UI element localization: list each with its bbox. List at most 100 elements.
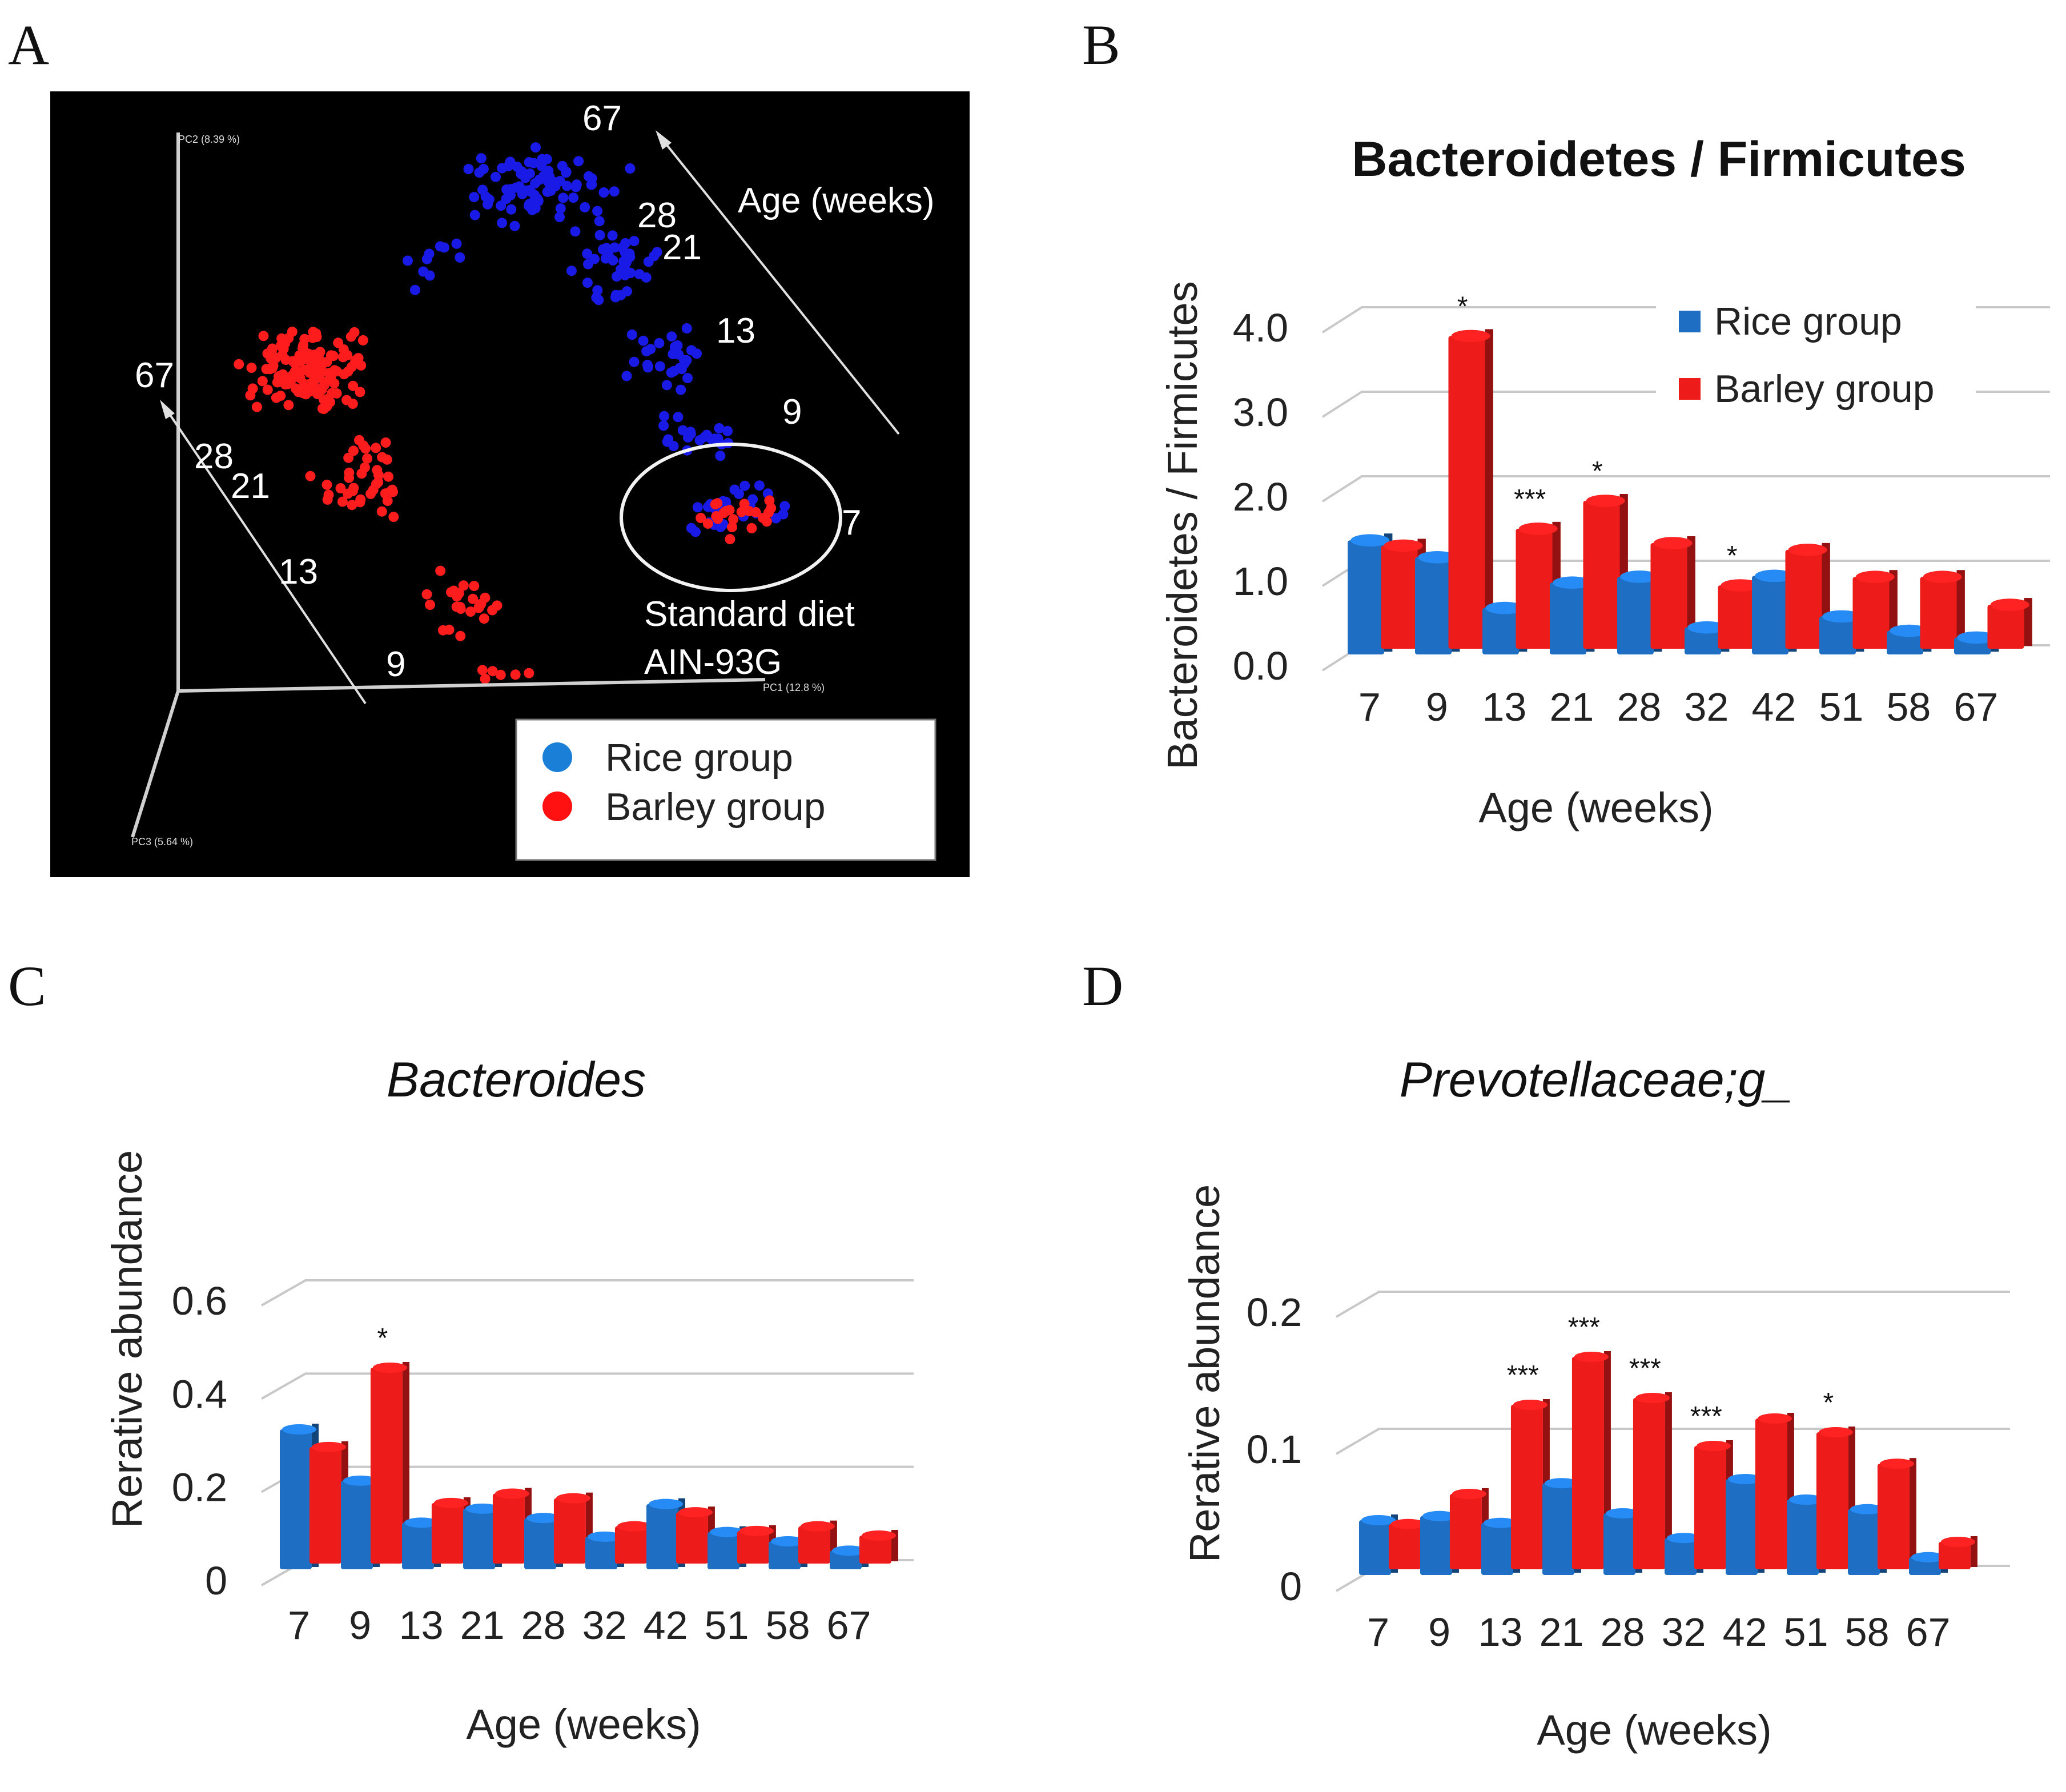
barley-bar-front xyxy=(1938,1542,1971,1569)
x-tick-label: 51 xyxy=(1784,1610,1828,1654)
bar-top xyxy=(1687,621,1727,634)
y-tick-label: 0.2 xyxy=(172,1465,227,1510)
chart-b-x-ticks: 7 9 13 21 28 32 42 51 58 67 xyxy=(1358,685,1998,729)
y-tick-label: 1.0 xyxy=(1233,559,1288,604)
x-tick-label: 67 xyxy=(827,1603,871,1648)
y-tick-label: 0.0 xyxy=(1233,644,1288,688)
barley-bar xyxy=(1987,598,2032,649)
x-tick-label: 51 xyxy=(705,1603,749,1648)
rice-sample-point xyxy=(682,373,693,384)
chart-d: Prevotellaceae;g_ 0.2 0.1 0 7 9 13 21 28 32 42 51… xyxy=(1181,1052,2010,1754)
rice-sample-point xyxy=(622,286,632,297)
barley-bar xyxy=(1816,1427,1855,1569)
pca-axis-pc1-label: PC1 (12.8 %) xyxy=(763,682,825,693)
rice-sample-point xyxy=(625,163,636,174)
bar-top xyxy=(800,1521,835,1532)
rice-legend-dot xyxy=(542,742,572,772)
rice-sample-point xyxy=(594,230,605,240)
barley-bar-front xyxy=(1381,545,1418,649)
bar-top xyxy=(1789,1494,1823,1505)
bar-top xyxy=(1757,1413,1792,1424)
bar-top xyxy=(1545,1478,1579,1489)
rice-sample-point xyxy=(642,360,653,370)
barley-sample-point xyxy=(368,484,379,495)
bar-top xyxy=(678,1507,713,1518)
rice-bar-front xyxy=(1685,627,1721,654)
bar-top xyxy=(1361,1515,1396,1525)
barley-bar-front xyxy=(370,1368,403,1564)
chart-c-xlabel: Age (weeks) xyxy=(466,1701,701,1748)
barley-age-label: 13 xyxy=(279,552,318,592)
x-tick-label: 42 xyxy=(1751,685,1796,729)
barley-sample-point xyxy=(465,606,476,617)
rice-bar-front xyxy=(1752,576,1788,654)
barley-bar-front xyxy=(1755,1419,1787,1569)
barley-sample-point xyxy=(495,669,506,680)
bar-side xyxy=(1909,1458,1916,1567)
barley-sample-point xyxy=(328,351,339,361)
barley-sample-point xyxy=(388,512,399,523)
barley-sample-point xyxy=(725,534,735,545)
bar-top xyxy=(1513,1400,1548,1410)
x-tick-label: 7 xyxy=(288,1603,310,1648)
y-tick-label: 0 xyxy=(205,1558,227,1603)
rice-sample-point xyxy=(629,356,640,367)
x-tick-label: 67 xyxy=(1906,1610,1951,1654)
rice-sample-point xyxy=(570,182,581,192)
barley-sample-point xyxy=(337,496,348,507)
y-tick-label: 0 xyxy=(1280,1564,1302,1609)
barley-sample-point xyxy=(314,354,325,365)
bar-top xyxy=(1553,576,1592,589)
rice-sample-point xyxy=(513,183,524,194)
standard-diet-label: Standard diet xyxy=(644,594,855,634)
rice-bar-front xyxy=(1617,576,1654,654)
chart-b-legend-bg xyxy=(1656,292,1976,420)
rice-sample-point xyxy=(739,480,750,491)
barley-sample-point xyxy=(360,443,371,454)
rice-sample-point xyxy=(658,420,669,431)
x-tick-label: 58 xyxy=(1886,685,1931,729)
barley-sample-point xyxy=(487,666,498,677)
barley-bar-front xyxy=(798,1526,830,1564)
barley-sample-point xyxy=(348,445,359,456)
rice-sample-point xyxy=(607,230,618,241)
x-tick-label: 21 xyxy=(1549,685,1594,729)
rice-sample-point xyxy=(545,183,556,193)
gridline xyxy=(1321,475,2050,503)
rice-sample-point xyxy=(555,203,566,214)
bar-side xyxy=(1665,1392,1672,1567)
rice-sample-point xyxy=(483,199,493,210)
chart-c-annotations: * xyxy=(377,1323,388,1353)
significance-marker: * xyxy=(1727,541,1738,571)
rice-sample-point xyxy=(621,253,632,264)
bar-side xyxy=(1956,570,1965,646)
barley-sample-point xyxy=(728,514,739,525)
rice-sample-point xyxy=(469,210,480,220)
rice-sample-point xyxy=(622,267,633,278)
barley-sample-point xyxy=(306,386,317,397)
rice-bar-front xyxy=(1603,1513,1635,1575)
rice-bar-front xyxy=(585,1536,617,1569)
rice-sample-point xyxy=(685,427,696,437)
x-tick-label: 9 xyxy=(1428,1610,1450,1654)
barley-sample-point xyxy=(283,400,294,411)
rice-sample-point xyxy=(403,255,413,266)
barley-bar-front xyxy=(1388,1524,1421,1569)
rice-sample-point xyxy=(582,278,593,288)
x-tick-label: 32 xyxy=(582,1603,627,1648)
rice-sample-point xyxy=(609,186,620,197)
standard-diet-ellipse xyxy=(620,443,842,592)
barley-age-arrow xyxy=(163,405,367,705)
bar-side xyxy=(402,1362,409,1561)
x-tick-label: 42 xyxy=(1723,1610,1767,1654)
bar-top xyxy=(1855,570,1895,583)
bar-top xyxy=(1990,598,2029,611)
chart-b: Bacteroidetes / Firmicutes 4.0 3.0 2.0 1.0 0… xyxy=(1159,132,2050,831)
rice-sample-point xyxy=(609,242,620,253)
barley-sample-point xyxy=(377,452,388,463)
bar-top xyxy=(1728,1474,1762,1484)
chart-c: Bacteroides 0.6 0.4 0.2 0 7 9 13 21 28 32 42 51 58 6… xyxy=(103,1052,914,1748)
barley-sample-point xyxy=(362,453,373,464)
barley-sample-point xyxy=(308,327,319,337)
barley-sample-point xyxy=(479,613,489,624)
